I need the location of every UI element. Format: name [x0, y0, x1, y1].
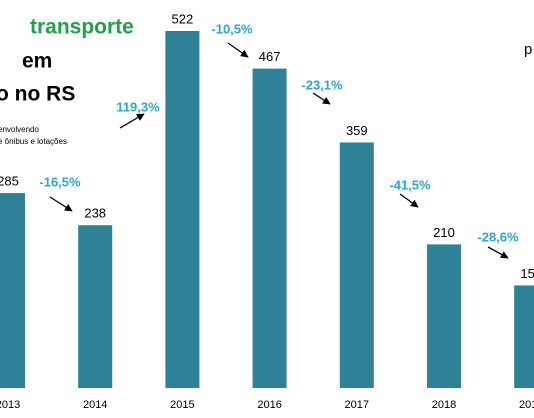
- x-tick-label: 2017: [345, 399, 369, 411]
- x-tick-label: 2014: [83, 399, 107, 411]
- arrow: [399, 193, 419, 208]
- note: e ônibus e lotações: [0, 137, 67, 146]
- bar: [427, 244, 461, 388]
- note: envolvendo: [0, 125, 39, 134]
- title-line: transporte: [30, 16, 134, 39]
- bar: [165, 31, 200, 388]
- arrow: [119, 113, 145, 129]
- value-label: 150: [520, 266, 534, 281]
- arrow: [227, 42, 249, 58]
- value-label: 522: [172, 11, 194, 26]
- bar: [0, 193, 25, 388]
- bar: [252, 68, 287, 389]
- value-label: 467: [259, 49, 281, 64]
- x-tick-label: 2019: [519, 399, 534, 411]
- value-label: 359: [346, 123, 368, 138]
- bar: [339, 142, 374, 388]
- change-label: -16,5%: [39, 174, 81, 189]
- x-tick-label: 2016: [257, 399, 281, 411]
- change-label: -28,6%: [477, 229, 519, 244]
- value-label: 210: [433, 225, 455, 240]
- title-line: em: [22, 50, 52, 73]
- change-label: 119,3%: [116, 99, 160, 114]
- bar: [514, 285, 534, 388]
- change-label: -41,5%: [389, 177, 431, 192]
- change-label: -23,1%: [301, 77, 343, 92]
- arrow: [49, 196, 73, 212]
- title-line: o no RS: [0, 83, 75, 106]
- value-label: 238: [84, 206, 106, 221]
- arrow: [312, 92, 331, 105]
- x-tick-label: 2013: [0, 399, 20, 411]
- change-label: -10,5%: [211, 21, 253, 36]
- value-label: 285: [0, 174, 19, 189]
- bar: [78, 225, 113, 388]
- x-tick-label: 2015: [170, 399, 194, 411]
- arrow: [487, 246, 509, 259]
- corner-text: p: [524, 41, 532, 58]
- x-tick-label: 2018: [432, 399, 456, 411]
